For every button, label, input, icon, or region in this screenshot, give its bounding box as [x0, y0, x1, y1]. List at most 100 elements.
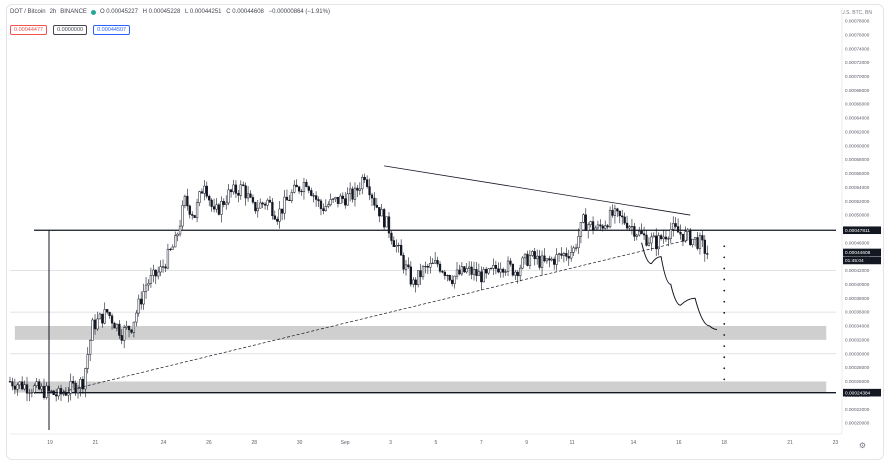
chart-header: DOT / Bitcoin 2h BINANCE O 0.00045227 H …: [10, 9, 333, 15]
candle-body-210: [519, 267, 522, 277]
candle-body-57: [147, 283, 150, 286]
candle-body-229: [565, 253, 568, 257]
candle-body-116: [290, 192, 293, 201]
candle-body-134: [334, 197, 337, 200]
projection-dot: [723, 245, 726, 248]
candle-body-7: [25, 384, 29, 394]
interval-label[interactable]: 2h: [49, 9, 57, 15]
projection-dot: [723, 378, 726, 381]
candle-body-142: [353, 187, 357, 200]
candle-body-55: [142, 291, 145, 305]
candle-body-112: [280, 208, 284, 214]
projection-dot: [723, 289, 726, 292]
candle-body-59: [152, 269, 155, 276]
candle-body-11: [35, 381, 38, 387]
x-tick-label-12: 14: [631, 440, 637, 446]
candle-body-101: [254, 201, 257, 212]
last-price-tag-bg: [843, 248, 881, 257]
candle-body-174: [431, 262, 434, 264]
candle-body-131: [327, 204, 330, 207]
y-tick-label-11: 0.00056000: [845, 171, 870, 176]
candle-body-191: [472, 269, 476, 275]
candle-body-220: [543, 255, 546, 262]
candle-body-61: [157, 271, 160, 277]
candle-body-161: [399, 244, 403, 256]
upper-trendline: [384, 165, 691, 216]
candle-body-10: [33, 385, 36, 393]
projection-dot: [723, 334, 726, 336]
candle-body-126: [314, 195, 318, 200]
candle-body-249: [613, 208, 617, 216]
candle-body-32: [86, 354, 89, 369]
x-tick-label-16: 23: [833, 440, 839, 446]
spread-value: 0.0000000: [53, 25, 88, 35]
x-tick-label-2: 24: [161, 440, 167, 446]
y-tick-label-3: 0.00072000: [845, 60, 870, 65]
candle-body-120: [300, 190, 303, 193]
candle-body-58: [149, 275, 153, 284]
candle-body-190: [470, 266, 473, 275]
candle-body-240: [591, 221, 595, 231]
candle-body-96: [242, 184, 245, 186]
candle-body-238: [587, 224, 590, 231]
sell-price-button[interactable]: 0.00044477: [10, 25, 48, 35]
zone-band-0: [14, 326, 827, 340]
candle-body-236: [582, 214, 585, 223]
candle-body-3: [16, 384, 19, 390]
candle-body-110: [276, 218, 279, 222]
candle-body-148: [368, 186, 371, 196]
buy-price-button[interactable]: 0.00044507: [93, 25, 131, 35]
y-tick-label-16: 0.00046000: [845, 240, 870, 245]
candle-body-146: [363, 177, 366, 180]
resistance-price-tag-bg: [843, 226, 881, 235]
candle-body-14: [42, 386, 46, 398]
candle-body-81: [205, 185, 208, 197]
candle-body-53: [137, 298, 140, 314]
candle-body-54: [140, 298, 143, 305]
candle-body-88: [222, 201, 225, 205]
candle-body-205: [506, 260, 510, 272]
candle-body-187: [463, 266, 466, 273]
candle-body-215: [531, 251, 534, 256]
candle-body-136: [339, 195, 342, 204]
candle-body-93: [234, 184, 238, 194]
ohlc-values: O 0.00045227 H 0.00045228 L 0.00044251 C…: [100, 9, 333, 15]
candle-body-21: [59, 388, 63, 395]
candle-body-216: [533, 251, 536, 260]
candle-body-207: [511, 263, 515, 276]
candle-body-237: [584, 214, 587, 231]
candle-body-170: [421, 266, 425, 278]
candle-body-158: [392, 240, 395, 247]
y-tick-label-20: 0.00038000: [845, 296, 870, 301]
candle-body-24: [67, 393, 70, 396]
candle-body-83: [210, 199, 213, 207]
candle-body-62: [159, 266, 162, 273]
candle-body-46: [120, 335, 123, 341]
candle-body-27: [74, 382, 77, 394]
symbol-name[interactable]: DOT / Bitcoin: [10, 9, 46, 15]
projection-dot: [723, 278, 726, 281]
y-tick-label-6: 0.00066000: [845, 102, 870, 107]
candle-body-200: [494, 265, 498, 269]
gear-icon[interactable]: ⚙: [858, 441, 866, 450]
candle-body-241: [594, 227, 597, 231]
candle-body-272: [669, 229, 672, 239]
candle-body-45: [118, 323, 121, 336]
candle-body-5: [20, 381, 24, 390]
candle-body-245: [604, 225, 607, 229]
candle-body-16: [47, 385, 51, 392]
projection-dot: [723, 256, 726, 259]
candle-body-269: [662, 236, 665, 240]
support-price-tag: 0.00024384: [845, 390, 871, 396]
candle-body-70: [178, 225, 182, 235]
candle-body-107: [268, 199, 272, 203]
candle-body-256: [630, 226, 634, 228]
candle-body-64: [164, 266, 167, 269]
candle-body-44: [115, 323, 119, 329]
candle-body-34: [91, 319, 94, 341]
candle-body-100: [251, 197, 255, 203]
candle-body-79: [200, 191, 204, 194]
candle-body-22: [62, 393, 65, 395]
candle-body-69: [176, 233, 179, 237]
